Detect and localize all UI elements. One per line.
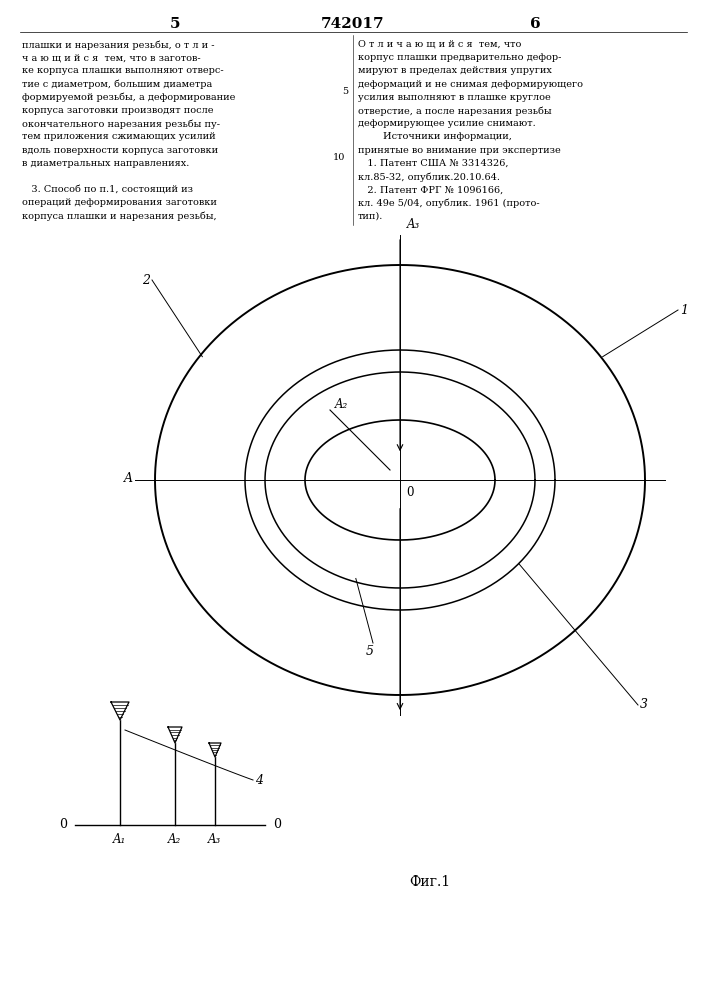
Text: 10: 10 [332,153,345,162]
Text: 5: 5 [342,87,348,96]
Text: 3: 3 [640,698,648,712]
Text: плашки и нарезания резьбы, о т л и -: плашки и нарезания резьбы, о т л и - [22,40,214,49]
Text: отверстие, а после нарезания резьбы: отверстие, а после нарезания резьбы [358,106,551,115]
Text: 1. Патент США № 3314326,: 1. Патент США № 3314326, [358,159,508,168]
Text: A₂: A₂ [335,398,349,412]
Text: 0: 0 [59,818,67,832]
Text: операций деформирования заготовки: операций деформирования заготовки [22,198,217,207]
Text: О т л и ч а ю щ и й с я  тем, что: О т л и ч а ю щ и й с я тем, что [358,40,521,49]
Text: 1: 1 [680,304,688,316]
Text: тем приложения сжимающих усилий: тем приложения сжимающих усилий [22,132,216,141]
Text: деформирующее усилие снимают.: деформирующее усилие снимают. [358,119,536,128]
Text: кл. 49е 5/04, опублик. 1961 (прото-: кл. 49е 5/04, опублик. 1961 (прото- [358,198,539,208]
Text: корпуса плашки и нарезания резьбы,: корпуса плашки и нарезания резьбы, [22,212,216,221]
Text: усилия выполняют в плашке круглое: усилия выполняют в плашке круглое [358,93,551,102]
Text: принятые во внимание при экспертизе: принятые во внимание при экспертизе [358,146,561,155]
Text: Источники информации,: Источники информации, [358,132,512,141]
Polygon shape [111,702,129,720]
Text: 6: 6 [530,17,540,31]
Text: 0: 0 [406,486,414,499]
Text: A: A [124,472,133,485]
Text: кл.85-32, опублик.20.10.64.: кл.85-32, опублик.20.10.64. [358,172,500,182]
Text: тип).: тип). [358,212,383,221]
Text: A₃: A₃ [407,218,420,231]
Text: 2: 2 [142,273,150,286]
Text: 3. Способ по п.1, состоящий из: 3. Способ по п.1, состоящий из [22,185,193,194]
Text: деформаций и не снимая деформирующего: деформаций и не снимая деформирующего [358,80,583,89]
Text: ч а ю щ и й с я  тем, что в заготов-: ч а ю щ и й с я тем, что в заготов- [22,53,201,62]
Text: 5: 5 [170,17,180,31]
Text: мируют в пределах действия упругих: мируют в пределах действия упругих [358,66,552,75]
Text: 5: 5 [366,645,374,658]
Text: A₁: A₁ [113,833,127,846]
Text: тие с диаметром, большим диаметра: тие с диаметром, большим диаметра [22,80,212,89]
Text: корпус плашки предварительно дефор-: корпус плашки предварительно дефор- [358,53,561,62]
Text: 742017: 742017 [321,17,385,31]
Text: окончательного нарезания резьбы пу-: окончательного нарезания резьбы пу- [22,119,220,129]
Text: Фиг.1: Фиг.1 [409,875,450,889]
Text: A₃: A₃ [209,833,221,846]
Text: 2. Патент ФРГ № 1096166,: 2. Патент ФРГ № 1096166, [358,185,503,194]
Text: формируемой резьбы, а деформирование: формируемой резьбы, а деформирование [22,93,235,102]
Text: 4: 4 [255,774,263,786]
Text: корпуса заготовки производят после: корпуса заготовки производят после [22,106,214,115]
Text: в диаметральных направлениях.: в диаметральных направлениях. [22,159,189,168]
Polygon shape [209,743,221,757]
Text: ке корпуса плашки выполняют отверс-: ке корпуса плашки выполняют отверс- [22,66,223,75]
Text: 0: 0 [273,818,281,832]
Polygon shape [168,727,182,743]
Text: вдоль поверхности корпуса заготовки: вдоль поверхности корпуса заготовки [22,146,218,155]
Text: A₂: A₂ [168,833,182,846]
